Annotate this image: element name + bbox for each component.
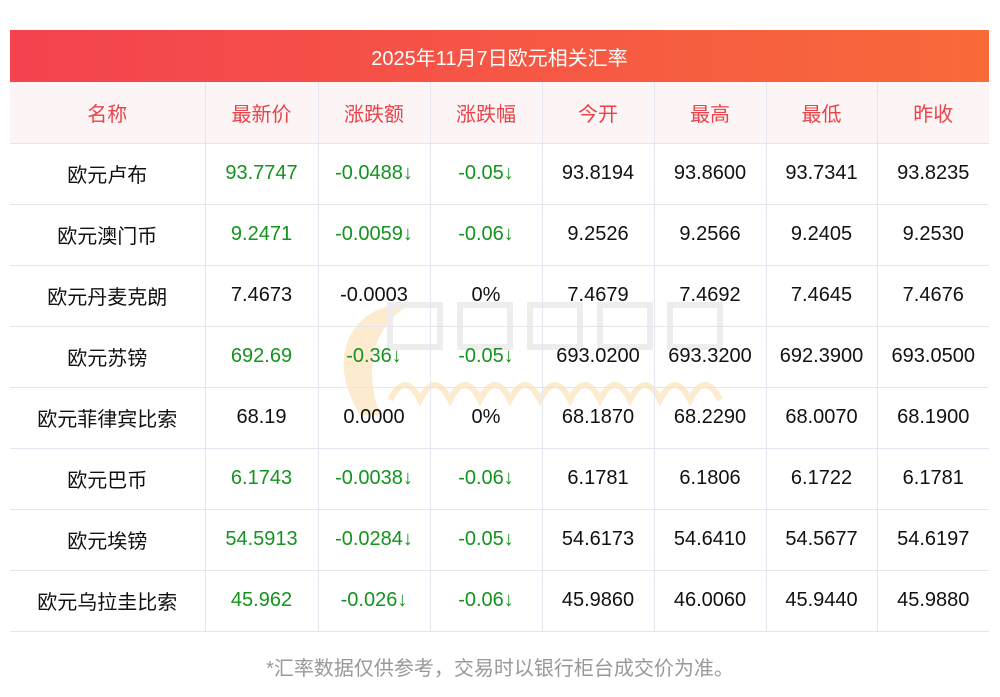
cell-prev: 7.4676 [877,265,989,327]
table-row: 欧元埃镑 54.5913 -0.0284↓ -0.05↓ 54.6173 54.6410 5… [10,509,989,571]
table-row: 欧元丹麦克朗 7.4673 -0.0003 0% 7.4679 7.4692 7.4645 7… [10,265,989,327]
cell-name: 欧元乌拉圭比索 [10,570,206,632]
cell-pct: -0.06↓ [430,570,543,632]
cell-open: 68.1870 [542,387,655,449]
cell-low: 7.4645 [766,265,878,327]
cell-open: 54.6173 [542,509,655,571]
cell-pct: -0.05↓ [430,509,543,571]
cell-change: -0.0003 [318,265,431,327]
cell-open: 6.1781 [542,448,655,510]
cell-open: 9.2526 [542,204,655,266]
cell-latest: 7.4673 [205,265,319,327]
table-row: 欧元巴币 6.1743 -0.0038↓ -0.06↓ 6.1781 6.1806 6.17… [10,448,989,510]
table-row: 欧元澳门币 9.2471 -0.0059↓ -0.06↓ 9.2526 9.2566 9.2… [10,204,989,266]
cell-name: 欧元巴币 [10,448,206,510]
cell-name: 欧元苏镑 [10,326,206,388]
header-prev: 昨收 [877,82,989,144]
cell-latest: 45.962 [205,570,319,632]
cell-open: 45.9860 [542,570,655,632]
cell-high: 68.2290 [654,387,767,449]
cell-change: -0.36↓ [318,326,431,388]
cell-change: 0.0000 [318,387,431,449]
cell-prev: 9.2530 [877,204,989,266]
cell-name: 欧元卢布 [10,143,206,205]
cell-open: 7.4679 [542,265,655,327]
cell-high: 6.1806 [654,448,767,510]
cell-change: -0.0488↓ [318,143,431,205]
cell-latest: 6.1743 [205,448,319,510]
cell-change: -0.026↓ [318,570,431,632]
header-name: 名称 [10,82,206,144]
cell-high: 54.6410 [654,509,767,571]
cell-low: 45.9440 [766,570,878,632]
table-header-row: 名称 最新价 涨跌额 涨跌幅 今开 最高 最低 昨收 [10,82,989,144]
cell-open: 693.0200 [542,326,655,388]
header-high: 最高 [654,82,767,144]
cell-pct: 0% [430,265,543,327]
cell-high: 46.0060 [654,570,767,632]
table-row: 欧元乌拉圭比索 45.962 -0.026↓ -0.06↓ 45.9860 46.0060… [10,570,989,632]
cell-change: -0.0059↓ [318,204,431,266]
header-open: 今开 [542,82,655,144]
cell-low: 9.2405 [766,204,878,266]
cell-latest: 93.7747 [205,143,319,205]
cell-pct: -0.05↓ [430,143,543,205]
cell-name: 欧元丹麦克朗 [10,265,206,327]
table-title: 2025年11月7日欧元相关汇率 [10,30,989,82]
cell-change: -0.0284↓ [318,509,431,571]
cell-prev: 45.9880 [877,570,989,632]
table-row: 欧元苏镑 692.69 -0.36↓ -0.05↓ 693.0200 693.3200 69… [10,326,989,388]
cell-name: 欧元埃镑 [10,509,206,571]
cell-pct: 0% [430,387,543,449]
cell-low: 68.0070 [766,387,878,449]
header-low: 最低 [766,82,878,144]
header-pct: 涨跌幅 [430,82,543,144]
header-change: 涨跌额 [318,82,431,144]
exchange-rate-table: 名称 最新价 涨跌额 涨跌幅 今开 最高 最低 昨收 欧元卢布 93.7747 -0… [10,82,989,632]
cell-prev: 93.8235 [877,143,989,205]
cell-latest: 54.5913 [205,509,319,571]
cell-low: 6.1722 [766,448,878,510]
cell-pct: -0.05↓ [430,326,543,388]
cell-low: 93.7341 [766,143,878,205]
cell-high: 93.8600 [654,143,767,205]
cell-high: 7.4692 [654,265,767,327]
cell-high: 693.3200 [654,326,767,388]
cell-name: 欧元菲律宾比索 [10,387,206,449]
cell-low: 692.3900 [766,326,878,388]
cell-prev: 693.0500 [877,326,989,388]
cell-high: 9.2566 [654,204,767,266]
cell-low: 54.5677 [766,509,878,571]
cell-latest: 9.2471 [205,204,319,266]
disclaimer: *汇率数据仅供参考，交易时以银行柜台成交价为准。 [266,658,734,680]
cell-open: 93.8194 [542,143,655,205]
cell-latest: 68.19 [205,387,319,449]
header-latest: 最新价 [205,82,319,144]
cell-change: -0.0038↓ [318,448,431,510]
cell-pct: -0.06↓ [430,204,543,266]
cell-prev: 68.1900 [877,387,989,449]
table-row: 欧元菲律宾比索 68.19 0.0000 0% 68.1870 68.2290 68.007… [10,387,989,449]
cell-latest: 692.69 [205,326,319,388]
cell-prev: 6.1781 [877,448,989,510]
cell-pct: -0.06↓ [430,448,543,510]
cell-prev: 54.6197 [877,509,989,571]
table-row: 欧元卢布 93.7747 -0.0488↓ -0.05↓ 93.8194 93.8600 9… [10,143,989,205]
cell-name: 欧元澳门币 [10,204,206,266]
